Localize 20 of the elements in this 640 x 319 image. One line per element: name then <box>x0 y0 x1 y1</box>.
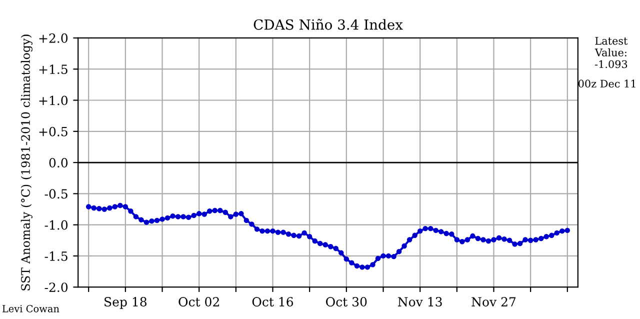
y-tick-label: 0.0 <box>49 158 68 168</box>
x-tick-label: Nov 27 <box>472 297 516 306</box>
x-tick-label: Nov 13 <box>398 297 442 306</box>
y-tick-label: +1.5 <box>39 64 68 74</box>
y-tick-label: -0.5 <box>44 189 68 199</box>
y-tick-label: -2.0 <box>44 282 68 292</box>
text: 00z Dec 11 <box>578 80 636 88</box>
x-tick-label: Oct 16 <box>252 297 294 306</box>
chart-title: CDAS Niño 3.4 Index <box>254 18 403 30</box>
x-tick-label: Sep 18 <box>104 297 147 309</box>
text: Latest Value: -1.093 <box>594 37 628 68</box>
x-tick-label: Oct 02 <box>178 297 219 306</box>
y-tick-label: -1.0 <box>44 220 68 230</box>
y-tick-label: +1.0 <box>39 96 68 106</box>
text: Levi Cowan <box>2 304 60 312</box>
y-tick-label: -1.5 <box>44 251 68 261</box>
y-axis-title: SST Anomaly (°C) (1981-2010 climatology) <box>20 34 32 290</box>
y-tick-label: +0.5 <box>39 126 68 136</box>
y-tick-label: +2.0 <box>39 33 68 43</box>
x-tick-label: Oct 30 <box>326 297 367 306</box>
